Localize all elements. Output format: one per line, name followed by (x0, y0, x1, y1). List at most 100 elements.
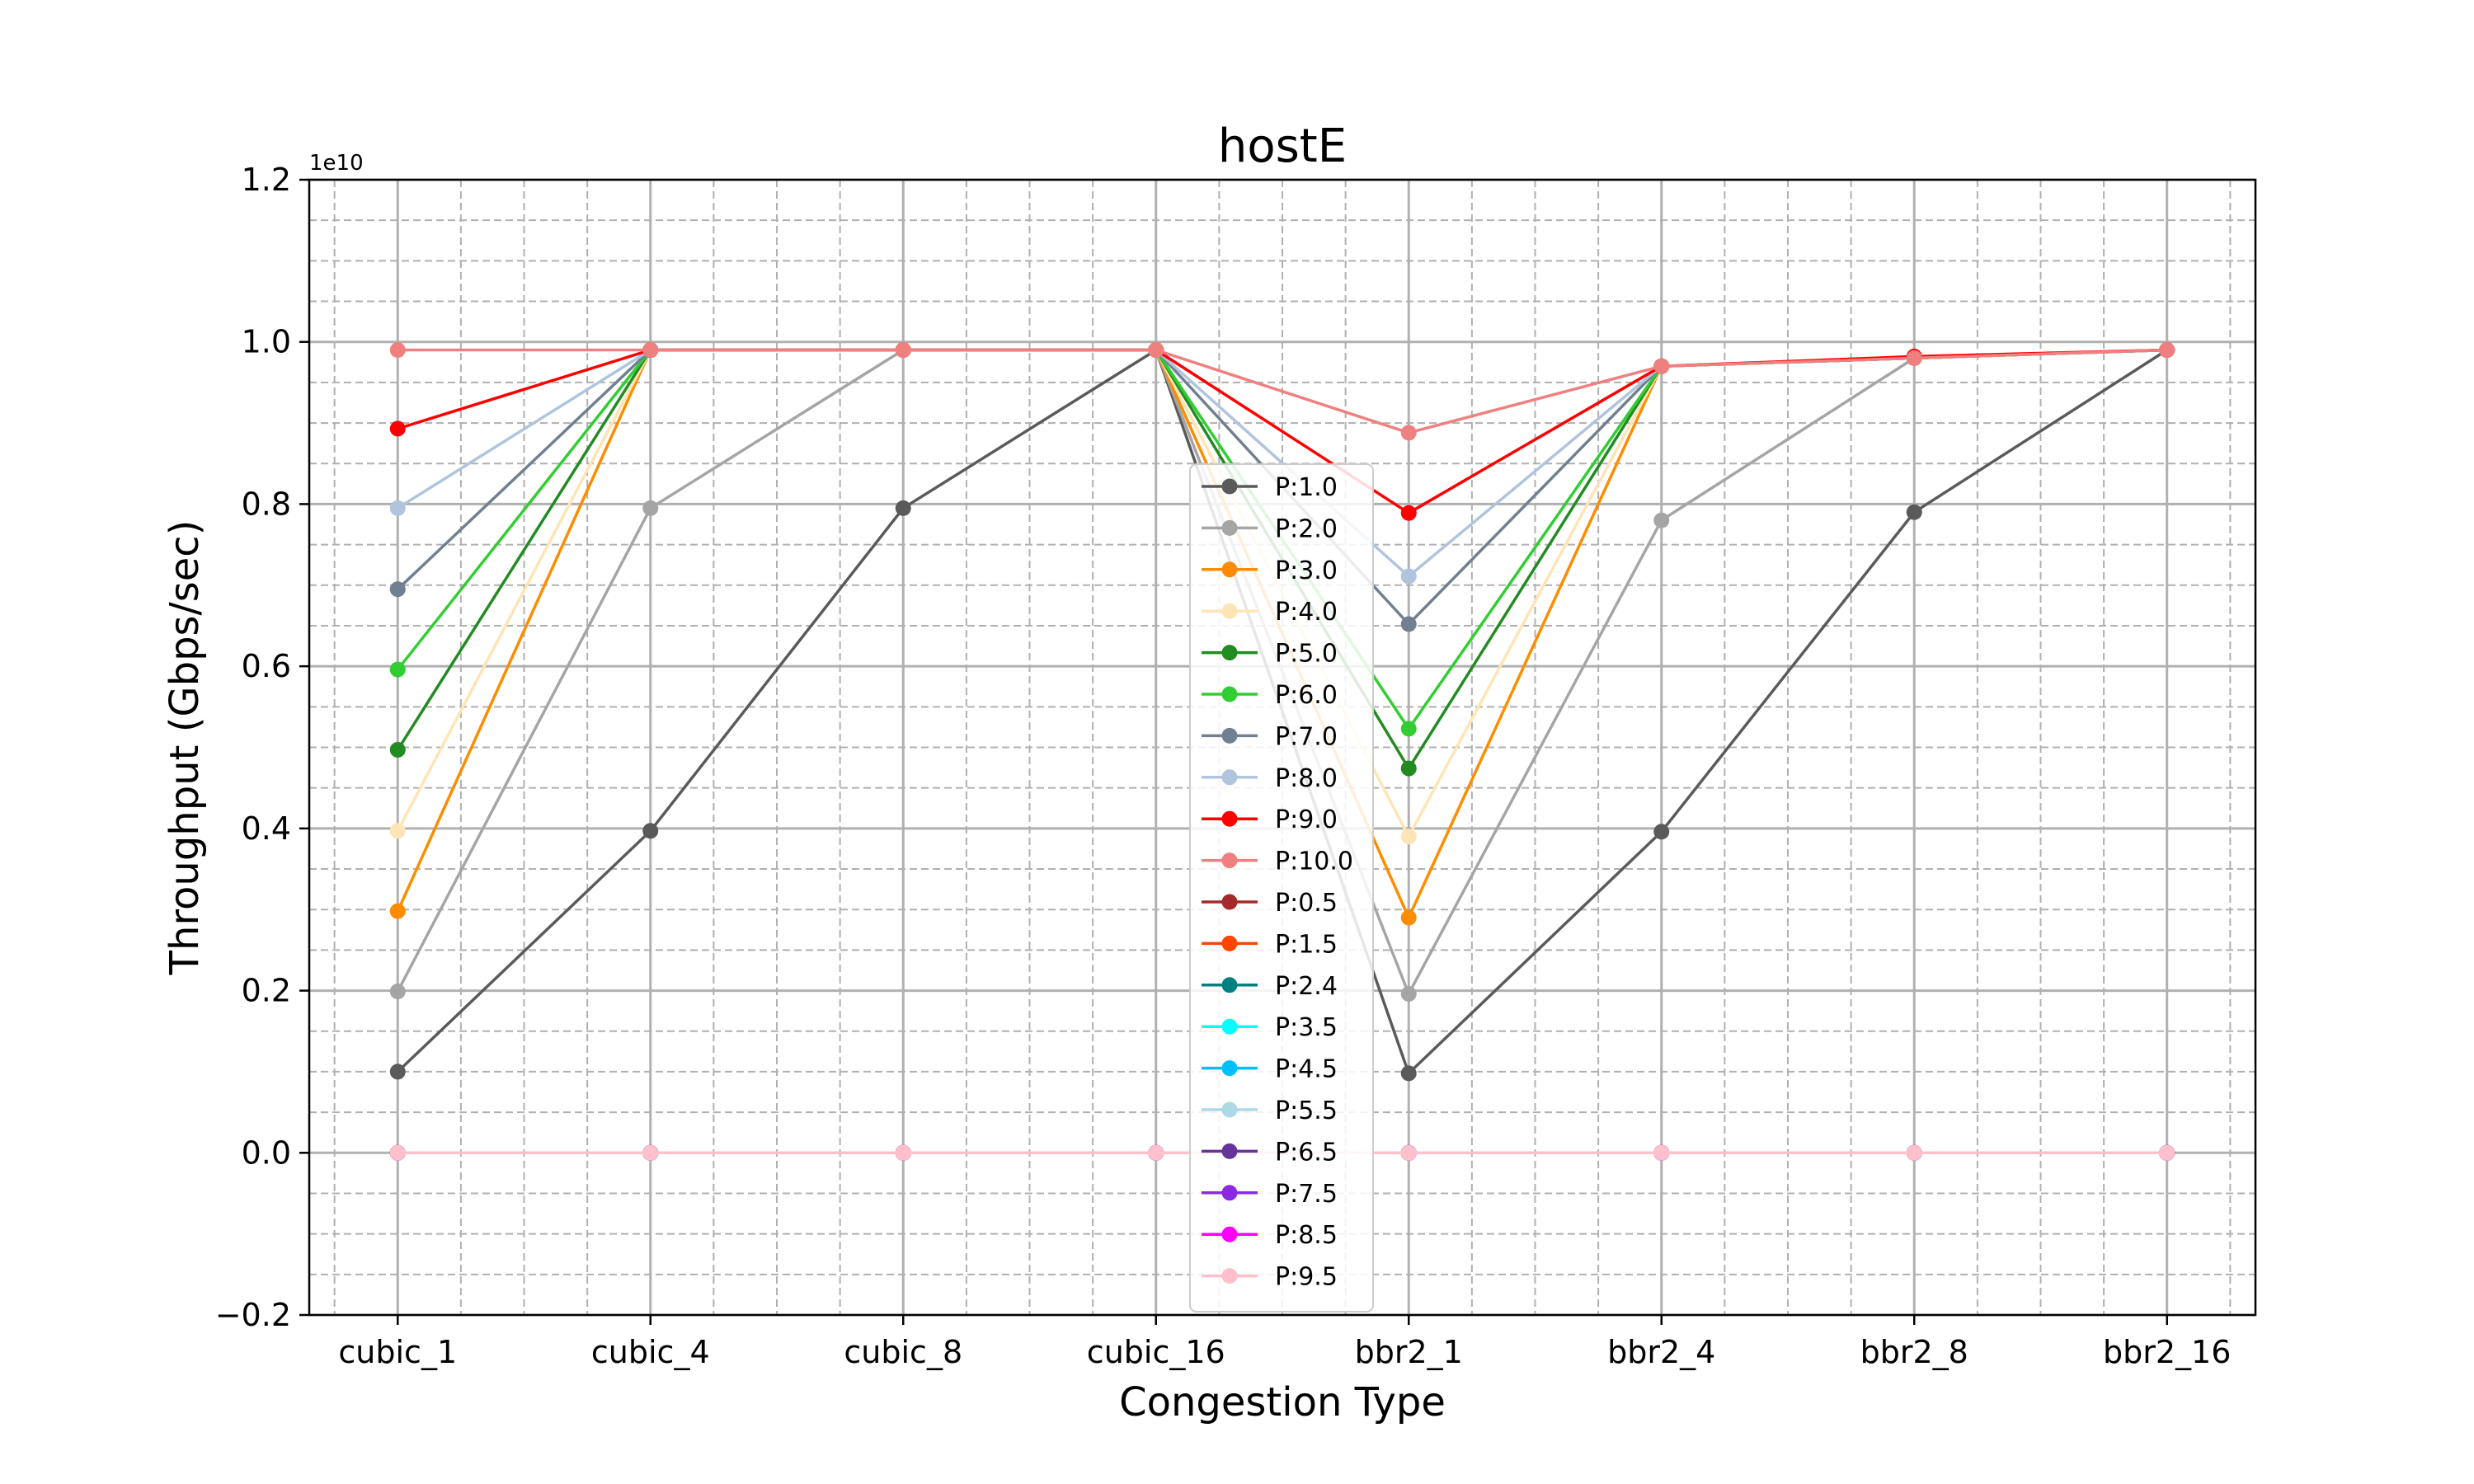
y-tick-label: 0.0 (242, 1134, 291, 1171)
legend-swatch-marker (1221, 561, 1238, 578)
y-tick-label: 0.4 (242, 810, 291, 847)
data-point (1400, 1065, 1417, 1082)
data-point (1906, 504, 1922, 520)
data-point (1906, 350, 1922, 366)
legend-swatch-marker (1221, 519, 1238, 536)
legend-swatch-marker (1221, 852, 1238, 869)
x-tick-label: cubic_1 (338, 1334, 457, 1370)
legend-swatch-marker (1221, 1101, 1238, 1118)
data-point (642, 1144, 659, 1161)
y-scale-label: 1e10 (309, 151, 364, 176)
legend-item: P:1.5 (1202, 930, 1338, 959)
legend-item: P:0.5 (1202, 889, 1338, 918)
legend-label: P:6.5 (1275, 1138, 1338, 1167)
legend-label: P:1.5 (1275, 930, 1338, 959)
data-point (1400, 568, 1417, 585)
legend-item: P:4.5 (1202, 1055, 1338, 1084)
y-axis-label: Throughput (Gbps/sec) (162, 520, 208, 976)
data-point (895, 1144, 911, 1161)
x-axis-label: Congestion Type (1119, 1379, 1446, 1425)
data-point (895, 342, 911, 359)
data-point (389, 661, 406, 678)
x-tick-label: bbr2_1 (1355, 1334, 1463, 1370)
x-tick-label: cubic_16 (1087, 1334, 1225, 1370)
data-point (1653, 358, 1670, 374)
legend-swatch-marker (1221, 935, 1238, 951)
data-point (1653, 512, 1670, 528)
y-tick-label: 0.8 (242, 486, 291, 522)
legend-item: P:9.0 (1202, 805, 1338, 834)
legend-swatch-marker (1221, 977, 1238, 993)
y-tick-label: 0.2 (242, 973, 291, 1009)
legend-swatch-marker (1221, 1060, 1238, 1077)
legend-label: P:2.4 (1275, 972, 1338, 1001)
legend-swatch-marker (1221, 1226, 1238, 1242)
legend-swatch-marker (1221, 645, 1238, 661)
legend-swatch-marker (1221, 894, 1238, 910)
legend-label: P:6.0 (1275, 681, 1338, 710)
data-point (642, 500, 659, 516)
legend-swatch-marker (1221, 603, 1238, 619)
data-point (389, 741, 406, 758)
legend-item: P:10.0 (1202, 848, 1353, 876)
data-point (1400, 909, 1417, 926)
x-tick-label: cubic_4 (591, 1334, 710, 1370)
legend-label: P:7.5 (1275, 1180, 1338, 1209)
legend-swatch-marker (1221, 769, 1238, 786)
legend-label: P:8.5 (1275, 1221, 1338, 1250)
legend-swatch-marker (1221, 1143, 1238, 1159)
data-point (389, 1144, 406, 1161)
legend-item: P:3.0 (1202, 556, 1338, 585)
legend-swatch-marker (1221, 686, 1238, 702)
data-point (1400, 829, 1417, 845)
legend-label: P:5.0 (1275, 640, 1338, 669)
legend-label: P:0.5 (1275, 889, 1338, 918)
legend-label: P:8.0 (1275, 764, 1338, 793)
legend-label: P:1.0 (1275, 473, 1338, 502)
data-point (1906, 1144, 1922, 1161)
legend-swatch-marker (1221, 1268, 1238, 1284)
series-P:10.0 (389, 342, 2175, 441)
y-tick-label: 0.6 (242, 648, 291, 684)
x-tick-label: bbr2_4 (1607, 1334, 1715, 1370)
data-point (1400, 721, 1417, 737)
legend-swatch-marker (1221, 1018, 1238, 1035)
legend-label: P:4.0 (1275, 598, 1338, 627)
legend-item: P:2.4 (1202, 972, 1338, 1001)
data-point (389, 984, 406, 1000)
data-point (1400, 616, 1417, 632)
data-point (1653, 824, 1670, 840)
legend-item: P:6.5 (1202, 1138, 1338, 1167)
legend-swatch-marker (1221, 1185, 1238, 1201)
x-tick-label: bbr2_8 (1860, 1334, 1968, 1370)
legend-label: P:4.5 (1275, 1055, 1338, 1084)
legend-item: P:3.5 (1202, 1013, 1338, 1042)
data-point (389, 420, 406, 437)
legend-item: P:5.5 (1202, 1097, 1338, 1125)
data-point (389, 500, 406, 516)
data-point (1148, 342, 1164, 359)
legend-swatch-marker (1221, 727, 1238, 744)
legend-item: P:7.5 (1202, 1180, 1338, 1209)
data-point (895, 500, 911, 516)
legend-swatch-marker (1221, 810, 1238, 827)
legend-label: P:2.0 (1275, 514, 1338, 543)
legend-item: P:4.0 (1202, 598, 1338, 627)
legend-item: P:9.5 (1202, 1263, 1338, 1292)
legend-item: P:5.0 (1202, 640, 1338, 669)
data-point (389, 581, 406, 598)
plot-frame (308, 178, 2257, 1317)
data-point (389, 823, 406, 839)
data-point (1400, 760, 1417, 777)
axis-ticks: −0.2 0.0 0.2 0.4 0.6 0.8 1.0 1.2 cubic_1 cubic_4 c… (215, 162, 2232, 1370)
data-point (1148, 1144, 1164, 1161)
legend-label: P:3.5 (1275, 1013, 1338, 1042)
x-tick-label: cubic_8 (844, 1334, 962, 1370)
data-point (1400, 1144, 1417, 1161)
data-point (389, 342, 406, 359)
legend-item: P:6.0 (1202, 681, 1338, 710)
legend-label: P:10.0 (1275, 848, 1353, 876)
data-point (642, 823, 659, 839)
legend-item: P:7.0 (1202, 722, 1338, 751)
legend-frame (1189, 463, 1374, 1313)
